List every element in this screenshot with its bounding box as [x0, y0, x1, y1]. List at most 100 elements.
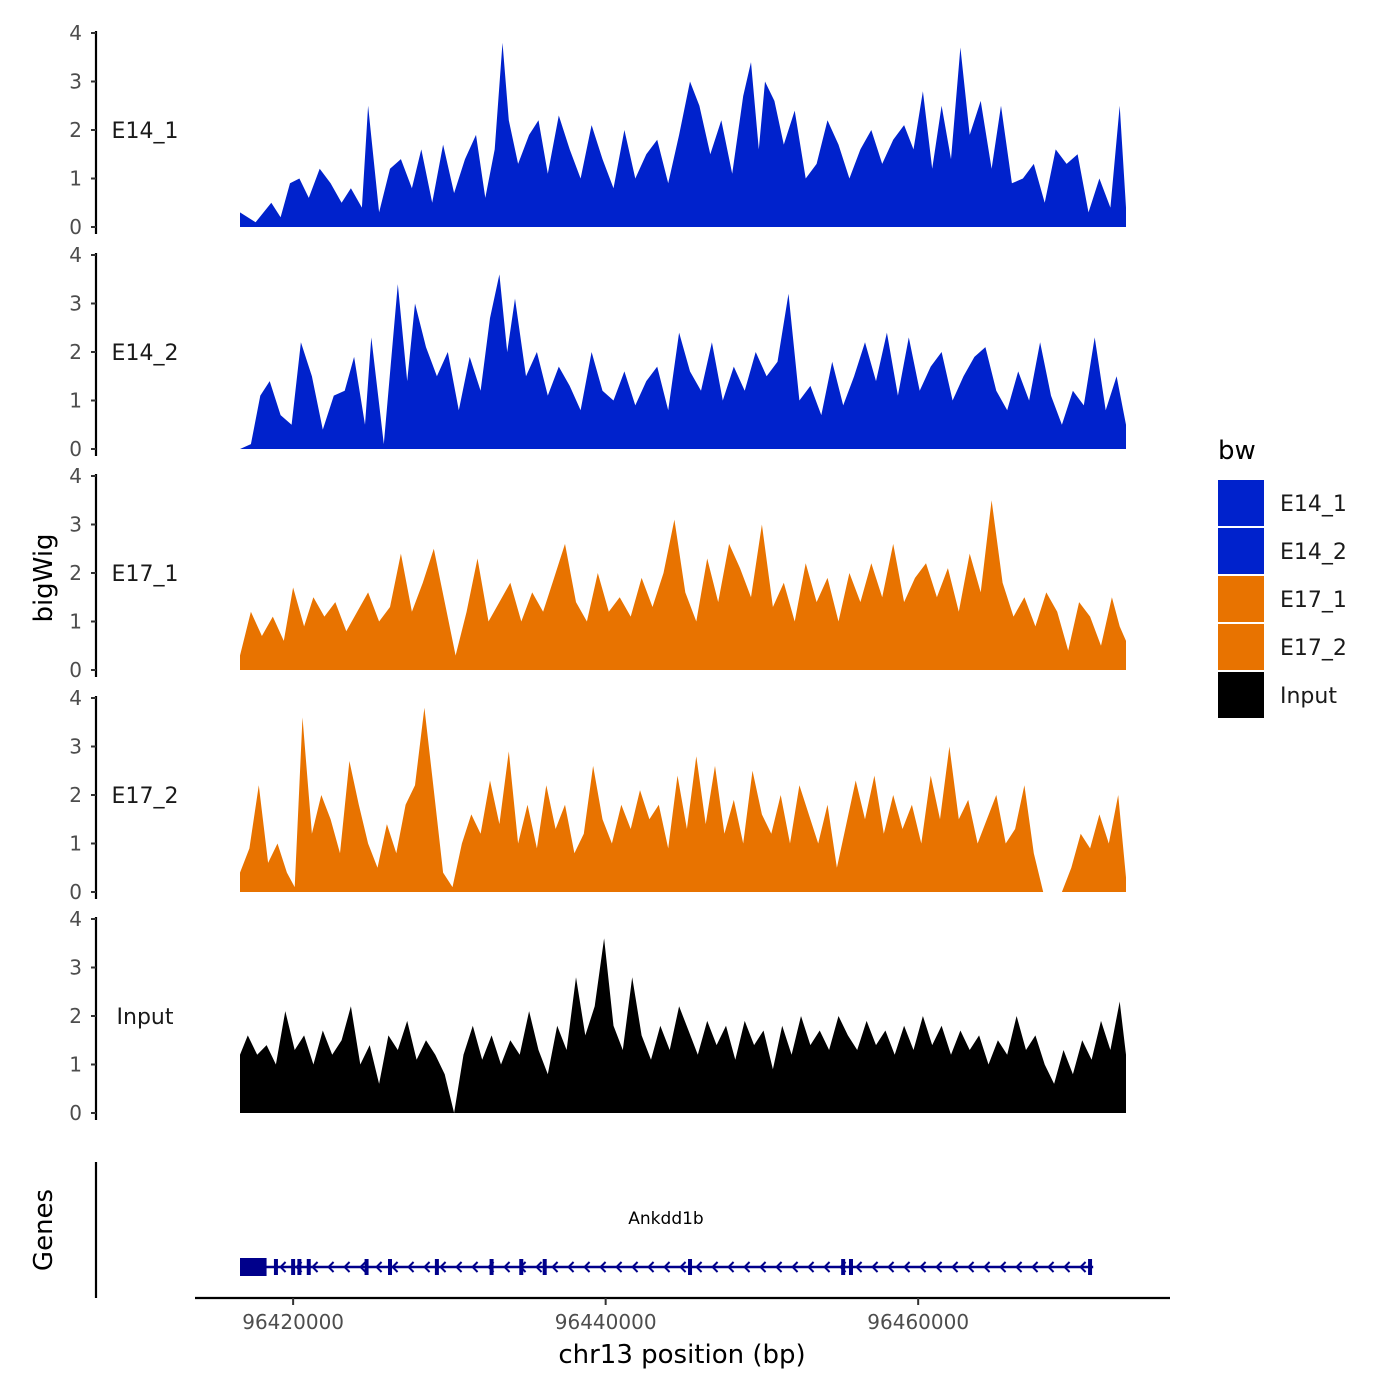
strand-arrow: [727, 1261, 735, 1273]
legend-label: E14_1: [1280, 492, 1347, 517]
gene-track: Genes Ankdd1b: [29, 1162, 1094, 1298]
legend-swatch: [1218, 624, 1264, 670]
gene-exon: [306, 1259, 311, 1275]
strand-arrow: [551, 1261, 559, 1273]
legend-swatch: [1218, 672, 1264, 718]
x-axis: 96420000 96440000 96460000 chr13 position …: [195, 1296, 1170, 1370]
y-tick-label: 2: [69, 340, 82, 364]
gene-exon: [688, 1259, 693, 1275]
strand-arrow: [967, 1261, 975, 1273]
strand-arrow: [631, 1261, 639, 1273]
gene-track-title: Genes: [29, 1189, 59, 1271]
legend: bw E14_1 E14_2 E17_1 E17_2 Input: [1218, 436, 1347, 718]
strand-arrow: [647, 1261, 655, 1273]
legend-swatch: [1218, 576, 1264, 622]
y-axis-title: bigWig: [29, 533, 59, 622]
panel-label: E14_2: [112, 341, 179, 366]
strand-arrow: [823, 1261, 831, 1273]
y-tick-label: 3: [69, 956, 82, 980]
strand-arrow: [279, 1261, 287, 1273]
strand-arrow: [471, 1261, 479, 1273]
strand-arrow: [311, 1261, 319, 1273]
signal-area-e17-1: [240, 500, 1126, 670]
strand-arrow: [759, 1261, 767, 1273]
y-tick-label: 3: [69, 70, 82, 94]
y-tick-label: 1: [69, 610, 82, 634]
y-tick-label: 2: [69, 561, 82, 585]
strand-arrow: [375, 1261, 383, 1273]
y-tick-label: 1: [69, 1053, 82, 1077]
gene-exon: [388, 1259, 393, 1275]
y-tick-label: 0: [69, 658, 82, 682]
strand-arrow: [599, 1261, 607, 1273]
gene-exon: [841, 1259, 846, 1275]
strand-arrow: [679, 1261, 687, 1273]
strand-arrow: [583, 1261, 591, 1273]
y-tick-label: 0: [69, 437, 82, 461]
strand-arrow: [711, 1261, 719, 1273]
legend-swatch: [1218, 528, 1264, 574]
strand-arrow: [1079, 1261, 1087, 1273]
gene-exon: [1088, 1259, 1093, 1275]
gene-exon: [542, 1259, 547, 1275]
signal-panels: 0 1 2 3 4 E14_1 0 1 2 3 4 E14_2 0 1 2 3 4 E17_1 0 1 2 3 4 E17_2…: [69, 21, 1126, 1125]
strand-arrow: [343, 1261, 351, 1273]
strand-arrow: [903, 1261, 911, 1273]
gene-exon: [434, 1259, 439, 1275]
legend-swatch: [1218, 480, 1264, 526]
legend-label: E17_2: [1280, 636, 1347, 661]
strand-arrow: [327, 1261, 335, 1273]
strand-arrow: [423, 1261, 431, 1273]
signal-area-e14-1: [240, 42, 1126, 228]
strand-arrow: [503, 1261, 511, 1273]
strand-arrow: [615, 1261, 623, 1273]
x-tick-label: 96420000: [242, 1310, 344, 1334]
y-tick-label: 4: [69, 686, 82, 710]
signal-area-e17-2: [240, 707, 1126, 892]
gene-exon: [291, 1259, 296, 1275]
legend-label: E17_1: [1280, 588, 1347, 613]
legend-item: E17_2: [1218, 624, 1347, 670]
x-axis-title: chr13 position (bp): [558, 1340, 805, 1370]
gene-name-label: Ankdd1b: [628, 1209, 703, 1229]
strand-arrow: [439, 1261, 447, 1273]
gene-exon: [297, 1259, 302, 1275]
y-tick-label: 3: [69, 292, 82, 316]
strand-arrow: [855, 1261, 863, 1273]
panel-label: E14_1: [112, 119, 179, 144]
x-tick-label: 96460000: [867, 1310, 969, 1334]
panel-e17-1: 0 1 2 3 4 E17_1: [69, 464, 1126, 682]
strand-arrow: [359, 1261, 367, 1273]
strand-arrow: [935, 1261, 943, 1273]
strand-arrow: [743, 1261, 751, 1273]
strand-arrow: [1047, 1261, 1055, 1273]
y-tick-label: 3: [69, 735, 82, 759]
y-tick-label: 4: [69, 907, 82, 931]
legend-title: bw: [1218, 436, 1256, 466]
strand-arrow: [871, 1261, 879, 1273]
y-tick-label: 0: [69, 1101, 82, 1125]
y-tick-label: 0: [69, 880, 82, 904]
gene-exon: [273, 1259, 278, 1275]
y-tick-label: 4: [69, 243, 82, 267]
strand-arrow: [983, 1261, 991, 1273]
gene-exon: [364, 1259, 369, 1275]
legend-label: E14_2: [1280, 540, 1347, 565]
x-axis-ticks: 96420000 96440000 96460000: [242, 1298, 969, 1334]
gene-exon: [489, 1259, 494, 1275]
strand-arrow: [919, 1261, 927, 1273]
legend-item: E17_1: [1218, 576, 1347, 622]
y-tick-label: 2: [69, 783, 82, 807]
strand-arrow: [951, 1261, 959, 1273]
y-tick-label: 1: [69, 832, 82, 856]
strand-arrow: [535, 1261, 543, 1273]
strand-arrow: [695, 1261, 703, 1273]
gene-model: [240, 1258, 1094, 1276]
gene-exon: [519, 1259, 524, 1275]
strand-arrow: [791, 1261, 799, 1273]
panel-e14-1: 0 1 2 3 4 E14_1: [69, 21, 1126, 239]
strand-arrow: [807, 1261, 815, 1273]
y-tick-label: 2: [69, 118, 82, 142]
panel-e17-2: 0 1 2 3 4 E17_2: [69, 686, 1126, 904]
gene-utr-block: [240, 1258, 267, 1276]
